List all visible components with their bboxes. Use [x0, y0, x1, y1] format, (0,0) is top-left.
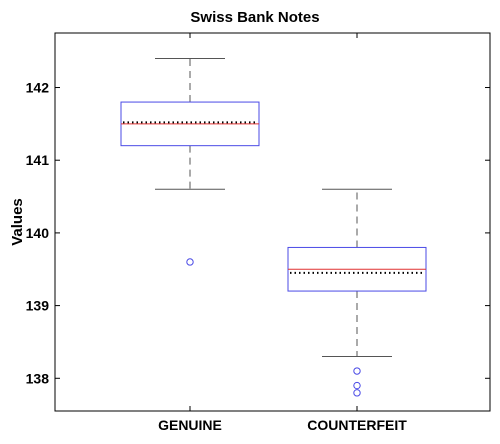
box-group-counterfeit: [287, 188, 427, 397]
y-tick-label: 142: [26, 80, 50, 96]
x-tick-label: GENUINE: [158, 417, 222, 433]
plot-frame: [54, 32, 491, 412]
y-axis-ticks: 138 139 140 141 142: [26, 80, 490, 386]
y-tick-label: 140: [26, 225, 50, 241]
box-series: [120, 57, 427, 397]
outlier-point: [353, 367, 361, 375]
outlier-point: [353, 389, 361, 397]
y-tick-label: 139: [26, 298, 50, 314]
chart-title: Swiss Bank Notes: [190, 9, 319, 26]
y-tick-label: 141: [26, 152, 50, 168]
y-axis-label: Values: [9, 198, 26, 246]
x-tick-label: COUNTERFEIT: [307, 417, 407, 433]
x-axis-ticks: GENUINE COUNTERFEIT: [158, 33, 407, 433]
y-tick-label: 138: [26, 370, 50, 386]
outlier-point: [186, 258, 194, 266]
outlier-point: [353, 381, 361, 390]
box-group-genuine: [120, 57, 260, 266]
